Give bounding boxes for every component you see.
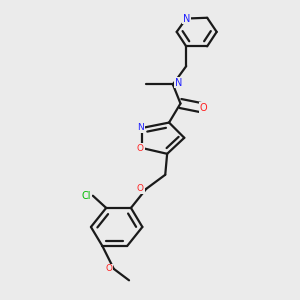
Text: O: O xyxy=(106,264,113,273)
Text: N: N xyxy=(182,14,190,23)
Text: O: O xyxy=(137,184,144,194)
Text: O: O xyxy=(200,103,207,113)
Text: N: N xyxy=(137,123,144,132)
Text: N: N xyxy=(175,78,182,88)
Text: Cl: Cl xyxy=(81,191,91,201)
Text: O: O xyxy=(137,144,144,153)
